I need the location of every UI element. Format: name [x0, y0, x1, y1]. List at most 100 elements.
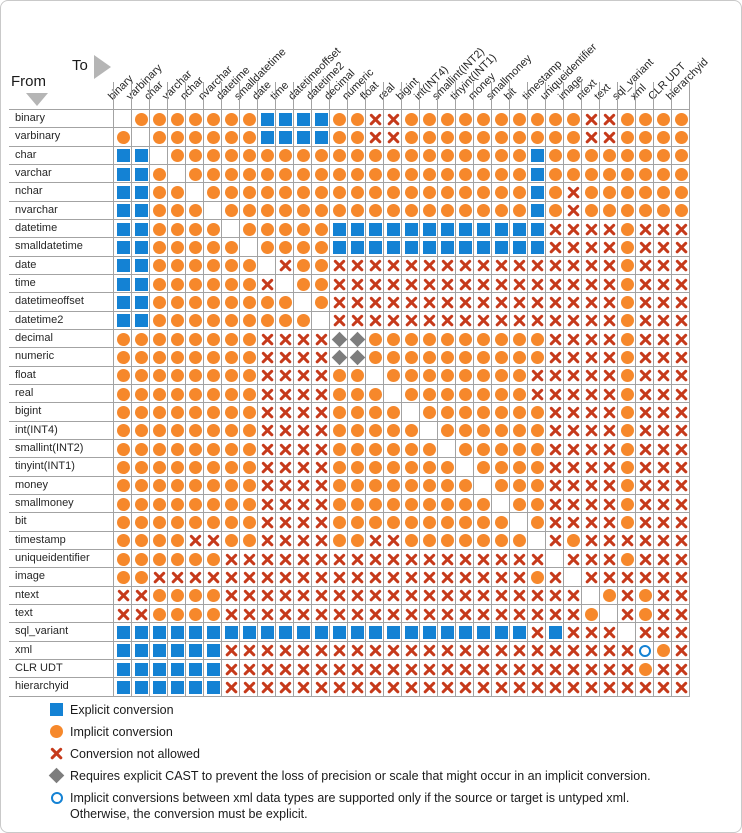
matrix-cell [258, 385, 276, 403]
column-tick [671, 82, 672, 109]
matrix-cell [492, 385, 510, 403]
matrix-cell [204, 367, 222, 385]
matrix-cell [276, 532, 294, 550]
row-label-text: text [9, 605, 113, 624]
implicit-circle-icon [332, 130, 346, 144]
not-allowed-x-icon [333, 296, 346, 309]
not-allowed-x-icon [351, 663, 364, 676]
legend-icon-box [49, 790, 64, 805]
implicit-circle-icon [368, 479, 382, 493]
matrix-cell [564, 403, 582, 421]
implicit-circle-icon [152, 222, 166, 236]
implicit-circle-icon [242, 369, 256, 383]
explicit-square-icon [134, 680, 148, 694]
matrix-cell [186, 623, 204, 641]
implicit-circle-icon [332, 534, 346, 548]
row-labels: binary varbinary char varchar nchar nvarchar d… [9, 109, 113, 697]
implicit-circle-icon [386, 442, 400, 456]
matrix-cell [294, 183, 312, 201]
not-allowed-x-icon [567, 626, 580, 639]
matrix-cell [510, 183, 528, 201]
matrix-cell [546, 385, 564, 403]
matrix-cell [456, 495, 474, 513]
matrix-cell [114, 513, 132, 531]
matrix-cell [456, 513, 474, 531]
matrix-cell [600, 605, 618, 623]
column-tick [527, 82, 528, 109]
matrix-cell [240, 422, 258, 440]
not-allowed-x-icon [567, 388, 580, 401]
matrix-cell [618, 275, 636, 293]
implicit-circle-icon [458, 204, 472, 218]
explicit-square-icon [350, 625, 364, 639]
matrix-cell [276, 202, 294, 220]
matrix-cell [366, 348, 384, 366]
matrix-cell [672, 202, 690, 220]
matrix-cell [348, 587, 366, 605]
implicit-circle-icon [242, 112, 256, 126]
implicit-circle-icon [224, 277, 238, 291]
matrix-cell [438, 568, 456, 586]
matrix-cell [546, 550, 564, 568]
implicit-circle-icon [476, 424, 490, 438]
implicit-circle-icon [512, 130, 526, 144]
matrix-cell [276, 257, 294, 275]
not-allowed-x-icon [567, 498, 580, 511]
matrix-cell [564, 458, 582, 476]
not-allowed-x-icon [603, 369, 616, 382]
column-tick [365, 82, 366, 109]
not-allowed-x-icon [603, 534, 616, 547]
not-allowed-x-icon [639, 516, 652, 529]
matrix-cell [204, 605, 222, 623]
implicit-circle-icon [458, 479, 472, 493]
explicit-square-icon [530, 240, 544, 254]
matrix-cell [456, 568, 474, 586]
not-allowed-x-icon [657, 681, 670, 694]
implicit-circle-icon [476, 350, 490, 364]
matrix-cell [132, 202, 150, 220]
matrix-cell [474, 605, 492, 623]
matrix-cell [114, 293, 132, 311]
matrix-cell [474, 587, 492, 605]
matrix-cell [312, 642, 330, 660]
not-allowed-x-icon [585, 314, 598, 327]
not-allowed-x-icon [315, 424, 328, 437]
explicit-square-icon [422, 625, 436, 639]
implicit-circle-icon [620, 350, 634, 364]
matrix-cell [546, 275, 564, 293]
matrix-cell [240, 642, 258, 660]
matrix-cell [132, 678, 150, 696]
not-allowed-x-icon [567, 406, 580, 419]
not-allowed-x-icon [675, 351, 688, 364]
not-allowed-x-icon [297, 663, 310, 676]
not-allowed-x-icon [333, 314, 346, 327]
matrix-cell [240, 238, 258, 256]
implicit-circle-icon [404, 479, 418, 493]
matrix-cell [420, 348, 438, 366]
not-allowed-x-icon [405, 553, 418, 566]
implicit-circle-icon [404, 534, 418, 548]
implicit-circle-icon [674, 149, 688, 163]
matrix-cell [240, 312, 258, 330]
not-allowed-x-icon [387, 663, 400, 676]
matrix-cell [474, 477, 492, 495]
not-allowed-x-icon [369, 608, 382, 621]
matrix-cell [168, 385, 186, 403]
implicit-circle-icon [332, 204, 346, 218]
not-allowed-x-icon [351, 259, 364, 272]
implicit-circle-icon [350, 369, 364, 383]
not-allowed-x-icon [477, 278, 490, 291]
implicit-circle-icon [368, 204, 382, 218]
implicit-circle-icon [404, 350, 418, 364]
row-label-clr-udt: CLR UDT [9, 660, 113, 679]
not-allowed-x-icon [297, 406, 310, 419]
implicit-circle-icon [224, 479, 238, 493]
implicit-circle-icon [170, 552, 184, 566]
matrix-cell [150, 678, 168, 696]
matrix-cell [330, 293, 348, 311]
matrix-cell [258, 568, 276, 586]
not-allowed-x-icon [567, 259, 580, 272]
not-allowed-x-icon [261, 479, 274, 492]
explicit-square-icon [314, 112, 328, 126]
explicit-square-icon [188, 680, 202, 694]
